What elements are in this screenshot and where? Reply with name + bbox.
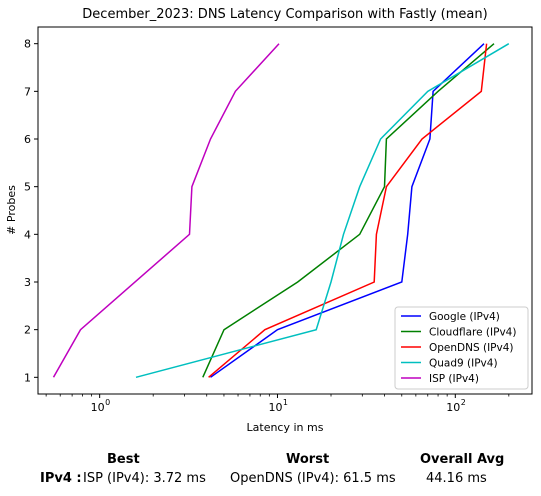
ipv4-row-label: IPv4 : [40, 471, 82, 486]
series-line-0 [210, 43, 485, 378]
plot-frame [37, 26, 533, 395]
x-tick-label: 10 [446, 401, 460, 414]
overall-avg-header: Overall Avg [420, 452, 505, 467]
chart-title: December_2023: DNS Latency Comparison wi… [82, 7, 487, 22]
y-tick-label: 5 [24, 181, 31, 194]
latency-chart: December_2023: DNS Latency Comparison wi… [5, 7, 533, 434]
y-tick-label: 2 [24, 324, 31, 337]
best-header: Best [107, 452, 140, 467]
x-tick-exponent: 2 [461, 398, 466, 407]
x-axis-label: Latency in ms [247, 421, 324, 434]
series-line-4 [52, 43, 280, 378]
y-axis-ticks: 1 2 3 4 5 6 7 8 [24, 38, 38, 384]
legend-box [394, 306, 529, 390]
y-axis-label: # Probes [5, 185, 18, 235]
y-tick-label: 1 [24, 371, 31, 384]
x-axis-ticks: 10 0 10 1 10 2 [45, 394, 510, 414]
y-tick-label: 7 [24, 85, 31, 98]
legend-label: Google (IPv4) [429, 311, 500, 323]
plot-lines [52, 43, 510, 379]
worst-header: Worst [286, 452, 330, 467]
legend-label: OpenDNS (IPv4) [429, 342, 514, 354]
series-line-3 [135, 43, 510, 379]
y-tick-label: 6 [24, 133, 31, 146]
y-tick-label: 4 [24, 228, 31, 241]
best-value: ISP (IPv4): 3.72 ms [83, 471, 206, 486]
series-line-2 [208, 43, 488, 378]
legend: Google (IPv4) Cloudflare (IPv4) OpenDNS (I… [394, 306, 529, 390]
legend-label: Quad9 (IPv4) [429, 358, 498, 370]
x-tick-exponent: 0 [105, 398, 110, 407]
series-line-1 [202, 43, 495, 378]
legend-label: Cloudflare (IPv4) [429, 327, 516, 339]
x-tick-label: 10 [91, 401, 105, 414]
overall-avg-value: 44.16 ms [426, 471, 487, 486]
x-tick-exponent: 1 [283, 398, 288, 407]
y-tick-label: 3 [24, 276, 31, 289]
worst-value: OpenDNS (IPv4): 61.5 ms [230, 471, 396, 486]
legend-label: ISP (IPv4) [429, 373, 479, 385]
y-tick-label: 8 [24, 38, 31, 51]
x-tick-label: 10 [268, 401, 282, 414]
